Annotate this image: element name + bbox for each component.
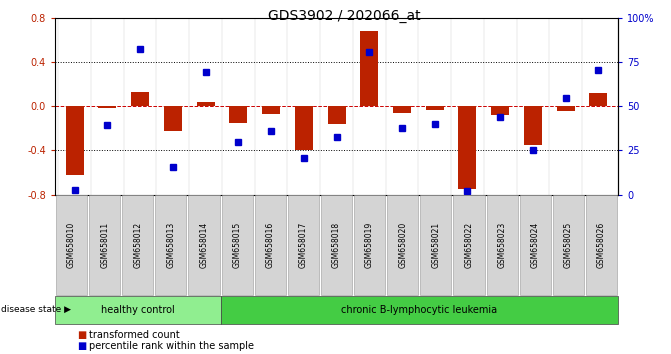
Bar	[131, 92, 149, 106]
Bar	[164, 106, 182, 131]
Bar	[491, 106, 509, 115]
Bar	[66, 106, 84, 175]
Bar	[425, 106, 444, 109]
Text: GSM658012: GSM658012	[134, 222, 142, 268]
Text: percentile rank within the sample: percentile rank within the sample	[89, 341, 254, 351]
Text: GSM658011: GSM658011	[100, 222, 109, 268]
Text: GSM658020: GSM658020	[398, 222, 407, 268]
Text: GSM658015: GSM658015	[233, 222, 242, 268]
Bar	[557, 106, 574, 110]
Text: GSM658013: GSM658013	[166, 222, 175, 268]
Text: GSM658017: GSM658017	[299, 222, 308, 268]
Bar	[197, 102, 215, 106]
Bar	[360, 31, 378, 106]
Text: GSM658018: GSM658018	[332, 222, 341, 268]
Text: ■: ■	[77, 330, 87, 339]
Bar	[327, 106, 346, 124]
Text: GSM658024: GSM658024	[531, 222, 539, 268]
Text: ■: ■	[77, 341, 87, 351]
Bar	[295, 106, 313, 150]
Bar	[99, 106, 116, 108]
Text: GSM658014: GSM658014	[199, 222, 209, 268]
Text: disease state ▶: disease state ▶	[1, 305, 71, 314]
Bar	[524, 106, 542, 145]
Bar	[229, 106, 248, 123]
Text: GSM658026: GSM658026	[597, 222, 606, 268]
Bar	[393, 106, 411, 113]
Bar	[589, 93, 607, 106]
Bar	[458, 106, 476, 189]
Text: transformed count: transformed count	[89, 330, 179, 339]
Text: GSM658021: GSM658021	[431, 222, 440, 268]
Text: GSM658010: GSM658010	[67, 222, 76, 268]
Text: GSM658016: GSM658016	[266, 222, 275, 268]
Text: chronic B-lymphocytic leukemia: chronic B-lymphocytic leukemia	[342, 305, 497, 315]
Text: GSM658019: GSM658019	[365, 222, 374, 268]
Text: GSM658023: GSM658023	[498, 222, 507, 268]
Text: GSM658022: GSM658022	[464, 222, 474, 268]
Bar	[262, 106, 280, 114]
Text: GSM658025: GSM658025	[564, 222, 573, 268]
Text: GDS3902 / 202066_at: GDS3902 / 202066_at	[268, 9, 421, 23]
Text: healthy control: healthy control	[101, 305, 174, 315]
